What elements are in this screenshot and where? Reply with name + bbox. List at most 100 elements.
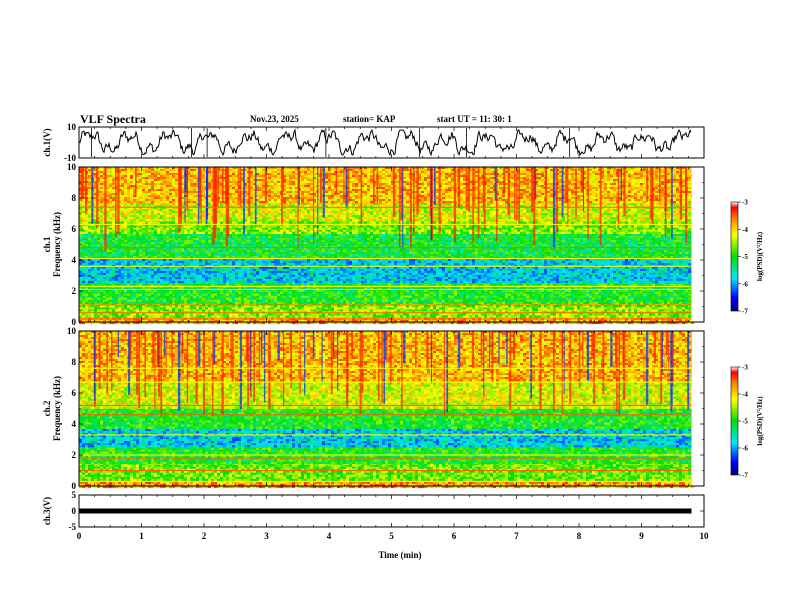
spectrogram-cell	[94, 301, 98, 304]
spectrogram-cell	[457, 295, 461, 298]
spectrogram-cell	[316, 315, 320, 318]
spectrogram-cell	[466, 299, 470, 302]
spectrogram-cell	[598, 301, 602, 304]
spectrogram-cell	[670, 305, 674, 308]
spectrogram-cell	[466, 321, 470, 325]
spectrogram-cell	[508, 315, 512, 318]
spectrogram-cell	[397, 287, 401, 290]
spectrogram-cell	[643, 319, 647, 323]
spectrogram-cell	[376, 291, 380, 294]
spectrogram-cell	[361, 315, 365, 318]
spectrogram-cell	[430, 289, 434, 292]
spectrogram-cell	[391, 299, 395, 302]
spectrogram-cell	[133, 283, 137, 286]
spectrogram-cell	[121, 289, 125, 292]
spectrogram-cell	[379, 315, 383, 318]
spectrogram-cell	[247, 315, 251, 318]
spectrogram-cell	[109, 276, 113, 280]
spectrogram-cell	[178, 315, 182, 318]
spectrogram-cell	[448, 295, 452, 298]
spectrogram-cell	[532, 301, 536, 304]
spectrogram-cell	[502, 319, 506, 323]
spectrogram-cell	[352, 313, 356, 316]
spectrogram-cell	[358, 283, 362, 286]
spectrogram-cell	[223, 307, 227, 310]
spectrogram-cell	[88, 297, 92, 300]
spectrogram-cell	[640, 297, 644, 300]
spectrogram-cell	[517, 301, 521, 304]
spectrogram-cell	[565, 287, 569, 290]
spectrogram-cell	[157, 301, 161, 304]
spectrogram-cell	[454, 299, 458, 302]
spectrogram-cell	[148, 289, 152, 292]
spectrogram-cell	[490, 309, 494, 312]
spectrogram-cell	[391, 319, 395, 323]
spectrogram-cell	[514, 309, 518, 312]
spectrogram-cell	[163, 262, 167, 266]
spectrogram-cell	[577, 283, 581, 286]
spectrogram-cell	[310, 293, 314, 296]
spectrogram-cell	[613, 321, 617, 325]
spectrogram-cell	[370, 315, 374, 318]
spectrogram-cell	[625, 301, 629, 304]
spectrogram-cell	[313, 321, 317, 325]
spectrogram-cell	[523, 309, 527, 312]
spectrogram-cell	[667, 287, 671, 290]
spectrogram-cell	[682, 301, 686, 304]
spectrogram-cell	[451, 315, 455, 318]
spectrogram-cell	[307, 297, 311, 300]
spectrogram-cell	[151, 291, 155, 294]
spectrogram-cell	[580, 319, 584, 323]
spectrogram-cell	[115, 270, 119, 274]
spectrogram-cell	[490, 295, 494, 298]
spectrogram-cell	[583, 287, 587, 290]
spectrogram-cell	[373, 307, 377, 310]
spectrogram-cell	[166, 295, 170, 298]
spectrogram-cell	[121, 266, 125, 270]
spectrogram-cell	[445, 319, 449, 323]
spectrogram-cell	[634, 289, 638, 292]
spectrogram-cell	[94, 293, 98, 296]
spectrogram-cell	[460, 309, 464, 312]
spectrogram-cell	[127, 289, 131, 292]
spectrogram-cell	[322, 301, 326, 304]
spectrogram-cell	[298, 309, 302, 312]
spectrogram-cell	[508, 321, 512, 325]
spectrogram-cell	[313, 283, 317, 286]
spectrogram-cell	[229, 297, 233, 300]
spectrogram-cell	[667, 293, 671, 296]
spectrogram-cell	[676, 291, 680, 294]
spectrogram-cell	[490, 305, 494, 308]
spectrogram-cell	[229, 291, 233, 294]
spectrogram-cell	[592, 319, 596, 323]
spectrogram-cell	[187, 315, 191, 318]
spectrogram-cell	[595, 301, 599, 304]
spectrogram-cell	[529, 293, 533, 296]
spectrogram-cell	[181, 321, 185, 325]
spectrogram-cell	[103, 270, 107, 274]
spectrogram-cell	[151, 270, 155, 274]
spectrogram-cell	[319, 321, 323, 325]
spectrogram-cell	[130, 268, 134, 272]
spectrogram-cell	[475, 299, 479, 302]
spectrogram-cell	[445, 297, 449, 300]
spectrogram-cell	[265, 309, 269, 312]
spectrogram-cell	[403, 313, 407, 316]
spectrogram-cell	[607, 315, 611, 318]
spectrogram-cell	[85, 291, 89, 294]
spectrogram-cell	[268, 309, 272, 312]
spectrogram-cell	[184, 289, 188, 292]
spectrogram-cell	[562, 307, 566, 310]
spectrogram-cell	[157, 299, 161, 302]
spectrogram-cell	[130, 305, 134, 308]
spectrogram-cell	[280, 307, 284, 310]
spectrogram-cell	[568, 313, 572, 316]
station-label: station= KAP	[343, 114, 395, 124]
spectrogram-cell	[100, 293, 104, 296]
spectrogram-cell	[103, 307, 107, 310]
spectrogram-cell	[487, 297, 491, 300]
spectrogram-cell	[622, 301, 626, 304]
spectrogram-cell	[154, 305, 158, 308]
spectrogram-cell	[109, 305, 113, 308]
spectrogram-cell	[649, 299, 653, 302]
